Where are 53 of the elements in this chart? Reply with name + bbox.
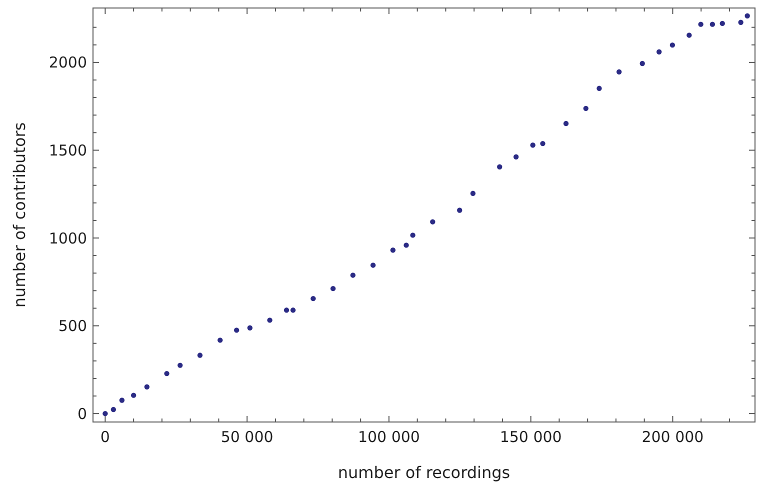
- y-tick-label: 2000: [48, 54, 87, 72]
- point: [686, 32, 692, 38]
- point: [656, 49, 662, 54]
- point: [330, 286, 336, 292]
- point: [197, 352, 203, 358]
- point: [720, 20, 725, 26]
- y-tick-label: 0: [77, 404, 87, 423]
- point: [430, 219, 436, 224]
- x-tick-label: 0: [100, 428, 110, 446]
- y-tick-label: 1000: [48, 229, 87, 248]
- point: [267, 318, 272, 323]
- point: [596, 86, 602, 92]
- point: [350, 272, 356, 278]
- point: [218, 338, 223, 343]
- point: [410, 232, 416, 238]
- point: [738, 20, 744, 25]
- point: [513, 154, 519, 160]
- y-tick-label: 500: [58, 317, 87, 336]
- point: [178, 362, 183, 368]
- point: [119, 398, 125, 403]
- x-tick-label: 200 000: [642, 428, 704, 446]
- point: [110, 406, 116, 412]
- point: [583, 106, 588, 112]
- point: [670, 42, 676, 48]
- point: [310, 296, 316, 302]
- point: [640, 60, 645, 66]
- x-tick-label: 50 000: [220, 428, 274, 446]
- point: [370, 262, 376, 268]
- point: [164, 370, 170, 376]
- x-axis-title: number of recordings: [338, 463, 510, 482]
- y-axis-title: number of contributors: [10, 122, 29, 308]
- point: [457, 208, 462, 213]
- point: [130, 392, 136, 398]
- point: [290, 308, 296, 313]
- point: [284, 308, 290, 313]
- point: [390, 248, 396, 253]
- point: [530, 142, 536, 148]
- point: [710, 22, 716, 27]
- point: [497, 164, 502, 170]
- point: [698, 22, 704, 27]
- point: [144, 384, 150, 390]
- y-tick-label: 1500: [48, 141, 87, 160]
- point: [540, 140, 546, 146]
- point: [247, 325, 253, 330]
- point: [470, 190, 476, 196]
- point: [744, 13, 750, 18]
- point: [563, 120, 569, 126]
- x-tick-label: 100 000: [358, 428, 420, 446]
- point: [404, 242, 409, 248]
- point: [234, 328, 240, 333]
- x-tick-label: 150 000: [500, 428, 562, 446]
- point: [102, 410, 108, 416]
- point: [616, 69, 622, 75]
